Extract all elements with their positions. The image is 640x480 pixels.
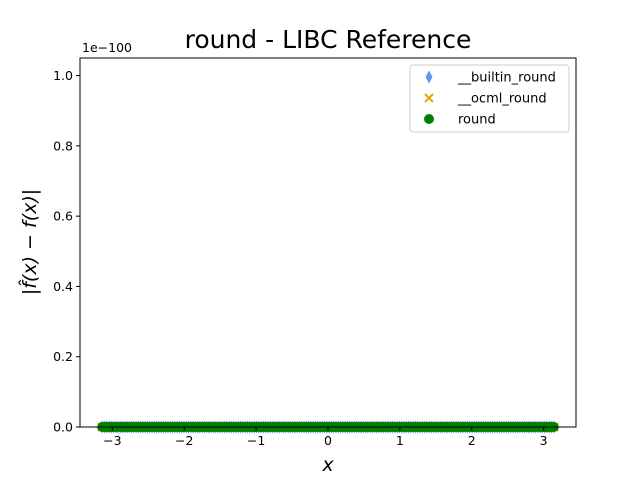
- y-tick-label: 0.0: [53, 420, 73, 435]
- x-tick-label: 1: [396, 433, 404, 448]
- legend-entry: round: [424, 113, 496, 128]
- x-tick-label: −1: [247, 433, 265, 448]
- x-tick-label: −3: [103, 433, 121, 448]
- x-axis-ticks: −3 −2 −1 0 1 2 3: [103, 427, 548, 448]
- data-point: [425, 70, 433, 84]
- x-tick-label: −2: [175, 433, 193, 448]
- y-axis-label: |f̂(x) − f(x)|: [19, 189, 41, 295]
- x-tick-label: 3: [540, 433, 548, 448]
- y-tick-label: 0.8: [53, 138, 73, 153]
- y-tick-label: 0.2: [53, 349, 73, 364]
- legend-label: __ocml_round: [457, 92, 547, 107]
- legend-box: [409, 64, 570, 133]
- x-tick-label: 2: [468, 433, 476, 448]
- legend-label: __builtin_round: [457, 71, 556, 86]
- data-points: [97, 420, 559, 434]
- y-axis-ticks: 0.0 0.2 0.4 0.6 0.8 1.0: [53, 68, 80, 435]
- y-tick-label: 1.0: [53, 68, 73, 83]
- y-tick-label: 0.4: [53, 279, 73, 294]
- data-point: [424, 114, 434, 124]
- x-axis-label: x: [321, 454, 334, 476]
- data-point: [424, 93, 434, 103]
- chart-title: round - LIBC Reference: [185, 25, 472, 54]
- x-tick-label: 0: [324, 433, 332, 448]
- legend-entry: __ocml_round: [424, 92, 547, 107]
- legend-label: round: [458, 113, 496, 128]
- y-tick-label: 0.6: [53, 209, 73, 224]
- y-offset-label: 1e−100: [82, 40, 132, 55]
- legend-entry: __builtin_round: [425, 70, 556, 86]
